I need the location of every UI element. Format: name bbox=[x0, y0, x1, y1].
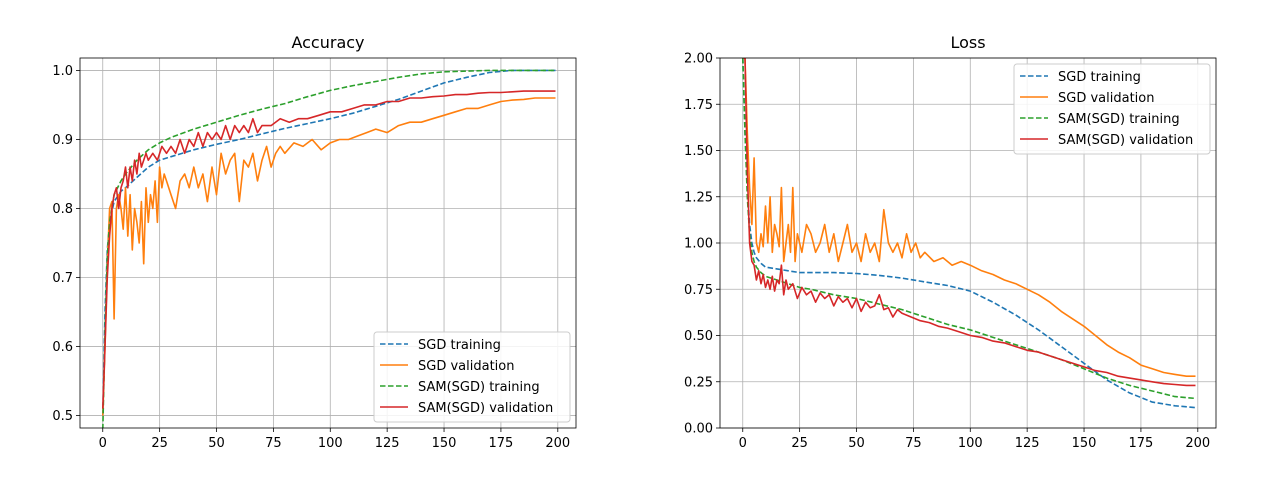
accuracy-series-sam-sgd-training bbox=[102, 69, 556, 428]
loss-x-tick-label: 125 bbox=[1015, 436, 1040, 451]
accuracy-panel: 0 25 50 75 100 125 150 175 200 0.5 0.6 0.7 0.8 0.9 1.0… bbox=[52, 33, 577, 451]
loss-y-tick-label: 2.00 bbox=[684, 52, 713, 67]
loss-y-tick-label: 0.50 bbox=[684, 329, 713, 344]
loss-y-tick-label: 0.25 bbox=[684, 375, 713, 390]
loss-y-tick-label: 0.75 bbox=[684, 283, 713, 298]
loss-x-tick-label: 75 bbox=[905, 436, 922, 451]
loss-y-tick-label: 1.50 bbox=[684, 144, 713, 159]
accuracy-chart-title: Accuracy bbox=[291, 33, 364, 52]
accuracy-y-tick-label: 0.5 bbox=[52, 409, 73, 424]
accuracy-legend-box bbox=[373, 331, 571, 423]
accuracy-x-tick-label: 0 bbox=[99, 436, 107, 451]
loss-x-tick-label: 0 bbox=[739, 436, 747, 451]
loss-chart-title: Loss bbox=[950, 33, 985, 52]
accuracy-legend: SGD training SGD validation SAM(SGD) train… bbox=[373, 331, 571, 423]
accuracy-y-tick-label: 0.8 bbox=[52, 202, 73, 217]
accuracy-y-tick-label: 0.6 bbox=[52, 340, 73, 355]
accuracy-legend-label: SGD training bbox=[418, 338, 501, 353]
loss-legend-label: SGD training bbox=[1058, 70, 1141, 85]
loss-legend-label: SAM(SGD) training bbox=[1058, 112, 1180, 127]
loss-legend-label: SAM(SGD) validation bbox=[1058, 133, 1193, 148]
accuracy-y-tick-label: 1.0 bbox=[52, 64, 73, 79]
accuracy-legend-label: SAM(SGD) validation bbox=[418, 401, 553, 416]
accuracy-x-tick-label: 50 bbox=[208, 436, 225, 451]
accuracy-x-tick-label: 150 bbox=[432, 436, 457, 451]
accuracy-series-sam-sgd-validation bbox=[102, 90, 556, 409]
loss-series-sam-sgd-validation bbox=[742, 58, 1196, 387]
loss-x-tick-label: 50 bbox=[848, 436, 865, 451]
loss-x-tick-label: 100 bbox=[958, 436, 983, 451]
accuracy-x-tick-label: 200 bbox=[545, 436, 570, 451]
loss-y-tick-label: 1.00 bbox=[684, 237, 713, 252]
accuracy-y-tick-label: 0.9 bbox=[52, 133, 73, 148]
loss-y-tick-label: 1.75 bbox=[684, 98, 713, 113]
accuracy-x-tick-label: 175 bbox=[489, 436, 514, 451]
loss-legend-box bbox=[1013, 63, 1211, 155]
accuracy-x-tick-label: 125 bbox=[375, 436, 400, 451]
loss-panel: 0 25 50 75 100 125 150 175 200 0.00 0.25 0.50 0.75 1.… bbox=[684, 33, 1217, 451]
accuracy-legend-label: SGD validation bbox=[418, 359, 514, 374]
loss-y-tick-label: 1.25 bbox=[684, 190, 713, 205]
loss-y-tick-label: 0.00 bbox=[684, 422, 713, 437]
accuracy-axes-frame bbox=[79, 57, 577, 429]
accuracy-x-tick-label: 75 bbox=[265, 436, 282, 451]
loss-x-tick-label: 25 bbox=[791, 436, 808, 451]
accuracy-y-tick-label: 0.7 bbox=[52, 271, 73, 286]
accuracy-x-tick-label: 25 bbox=[151, 436, 168, 451]
accuracy-legend-label: SAM(SGD) training bbox=[418, 380, 540, 395]
loss-legend-label: SGD validation bbox=[1058, 91, 1154, 106]
loss-series-sam-sgd-training bbox=[742, 58, 1196, 400]
loss-x-tick-label: 200 bbox=[1185, 436, 1210, 451]
loss-series-sgd-validation bbox=[742, 58, 1196, 378]
loss-legend: SGD training SGD validation SAM(SGD) train… bbox=[1013, 63, 1211, 155]
loss-x-tick-label: 150 bbox=[1072, 436, 1097, 451]
accuracy-x-tick-label: 100 bbox=[318, 436, 343, 451]
loss-series-sgd-training bbox=[742, 58, 1196, 409]
accuracy-series-sgd-validation bbox=[102, 97, 556, 416]
loss-x-tick-label: 175 bbox=[1129, 436, 1154, 451]
